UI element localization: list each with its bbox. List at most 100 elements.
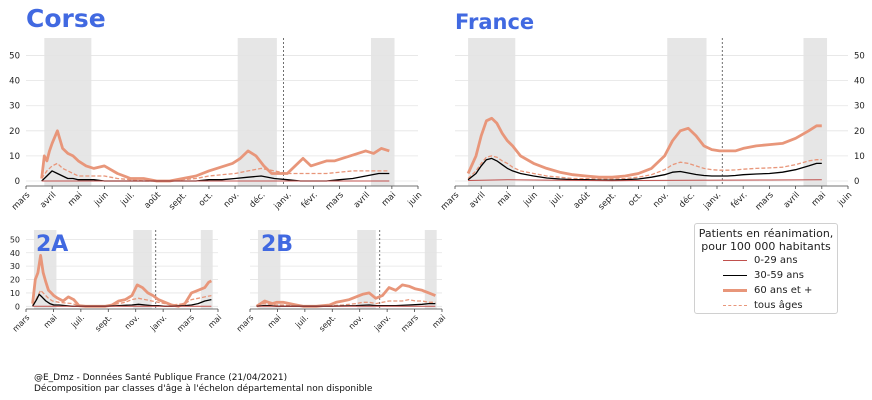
x-tick-label: août [142,190,163,211]
x-tick-label: avril [38,190,58,210]
x-tick-label: juil. [69,313,86,330]
y-tick-label: 10 [854,152,865,162]
x-tick-label: juil. [548,190,567,209]
legend-item-60-plus: 60 ans et + [695,283,837,298]
legend-label-30-59: 30-59 ans [754,270,804,281]
shaded-period-1 [133,230,152,309]
y-tick-label: 20 [9,127,20,137]
x-tick-label: mai [430,313,447,330]
x-tick-label: mars [11,313,32,334]
legend-item-0-29: 0-29 ans [695,253,837,268]
legend: Patients en réanimation, pour 100 000 ha… [694,223,838,314]
y-tick-label: 0 [854,177,859,187]
series-line-age-60-plus [31,253,213,308]
x-tick-label: mars [439,190,462,213]
legend-item-30-59: 30-59 ans [695,268,837,283]
legend-swatch-60-plus [723,289,747,292]
shaded-period-2 [803,38,828,186]
x-tick-label: nov. [123,313,141,331]
shaded-period-1 [237,38,277,186]
legend-item-all-ages: tous âges [695,298,837,313]
x-tick-label: janv. [272,190,294,212]
legend-label-all-ages: tous âges [754,300,803,311]
x-tick-label: juin [521,190,540,209]
x-tick-label: sept. [167,190,189,212]
x-tick-label: mai [42,313,59,330]
series-line-all-ages [256,298,436,307]
y-tick-label: 40 [9,77,20,87]
x-tick-label: févr. [299,190,320,211]
x-tick-label: avril [782,190,802,210]
x-tick-label: mai [810,190,828,208]
x-tick-label: oct. [197,190,215,208]
legend-label-60-plus: 60 ans et + [754,285,813,296]
x-tick-label: juin [92,190,111,209]
x-tick-label: sept. [93,313,113,333]
y-tick-label: 30 [10,262,20,271]
chart-2b: mars mai juil. sept. nov. janv. mars mai [235,230,447,334]
chart-title-2a: 2A [36,232,69,257]
x-tick-label: oct. [626,190,644,208]
series-line-age-60-plus [466,116,822,179]
x-tick-label: janv. [372,313,392,333]
series-line-all-ages [32,289,212,307]
chart-title-corse: Corse [26,4,106,33]
x-tick-label: juil. [118,190,137,209]
series-line-age-60-plus [40,129,390,183]
x-tick-label: avril [467,190,487,210]
chart-title-2b: 2B [261,232,294,257]
x-tick-label: mai [266,313,283,330]
x-tick-label: nov. [347,313,365,331]
series-line-all-ages [467,155,822,180]
y-tick-label: 40 [10,249,20,258]
x-tick-label: mai [206,313,223,330]
credits-line2: Décomposition par classes d'âge à l'éche… [34,384,373,394]
x-tick-label: mars [754,190,777,213]
chart-title-france: France [455,10,535,34]
y-tick-label: 30 [854,102,865,112]
y-tick-label: 20 [854,127,865,137]
x-tick-label: mars [10,190,33,213]
series-line-age-60-plus [255,283,436,308]
series-line-age-0-29 [468,179,822,182]
legend-label-0-29: 0-29 ans [754,255,798,266]
credits: @E_Dmz - Données Santé Publique France (… [34,373,372,395]
y-tick-label: 50 [10,235,20,244]
y-tick-label: 0 [15,177,20,187]
x-tick-label: janv. [148,313,168,333]
x-tick-label: juin [406,190,425,209]
x-tick-label: janv. [701,190,723,212]
x-tick-label: févr. [729,190,750,211]
x-tick-label: déc. [247,190,268,211]
legend-title-line1: Patients en réanimation, [698,227,834,240]
x-tick-label: sept. [597,190,619,212]
chart-corse: mars avril mai juin juil. août sept. oct. nov. dé… [9,38,424,212]
y-tick-label: 10 [10,289,20,298]
y-tick-label: 30 [9,102,20,112]
shaded-period-2 [424,230,437,309]
legend-swatch-all-ages [723,305,747,306]
legend-title: Patients en réanimation, pour 100 000 ha… [695,227,837,253]
x-tick-label: juin [836,190,855,209]
shaded-period-1 [667,38,707,186]
x-tick-label: mars [175,313,196,334]
y-tick-label: 50 [9,52,20,62]
y-tick-label: 0 [15,302,20,311]
shaded-period-2 [370,38,395,186]
legend-title-line2: pour 100 000 habitants [701,240,831,253]
x-tick-label: nov. [222,190,242,210]
x-tick-label: sept. [317,313,337,333]
x-tick-label: mars [324,190,347,213]
shaded-period-1 [357,230,376,309]
x-tick-label: août [572,190,593,211]
credits-line1: @E_Dmz - Données Santé Publique France (… [34,373,288,383]
y-tick-label: 40 [854,77,865,87]
shaded-period-0 [257,230,281,309]
shaded-period-0 [33,230,57,309]
y-tick-label: 10 [9,152,20,162]
y-tick-label: 50 [854,52,865,62]
shaded-period-0 [468,38,516,186]
series-line-all-ages [41,162,390,182]
x-tick-label: mai [380,190,398,208]
x-tick-label: nov. [651,190,671,210]
